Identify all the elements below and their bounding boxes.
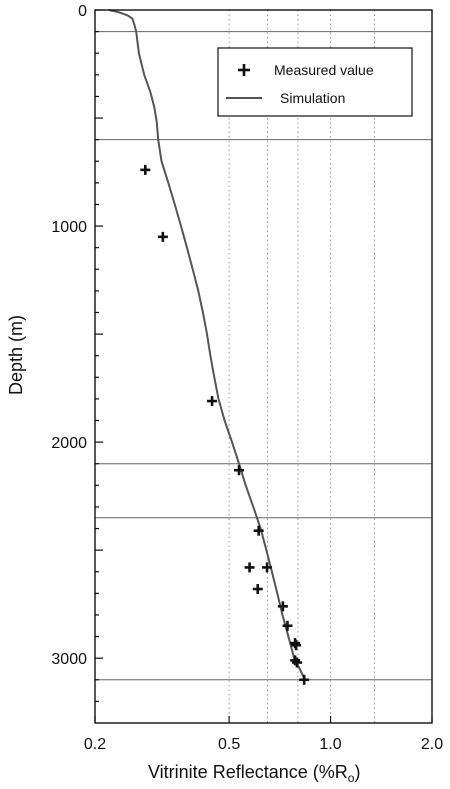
y-axis-ticks: 0 1000 2000 3000 (51, 3, 103, 702)
grid-layer (228, 10, 375, 723)
x-tick-label: 2.0 (421, 736, 443, 753)
legend-box (217, 47, 413, 117)
legend-label-simulation: Simulation (280, 90, 345, 106)
horizontal-lines-layer (95, 31, 432, 681)
measured-series (140, 164, 310, 685)
measured-point (290, 655, 301, 666)
x-axis-title-main: Vitrinite Reflectance (%R (148, 762, 348, 782)
measured-point (299, 674, 310, 685)
measured-point (253, 525, 264, 536)
x-axis-title-subscript: o (348, 771, 355, 785)
y-axis-title: Depth (m) (6, 315, 26, 395)
x-tick-label: 1.0 (319, 736, 341, 753)
y-tick-label: 2000 (51, 435, 87, 452)
legend-label-measured: Measured value (274, 62, 374, 78)
measured-point (157, 231, 168, 242)
measured-point (277, 601, 288, 612)
measured-point (252, 584, 263, 595)
measured-point (291, 657, 302, 668)
legend-marker-measured (238, 64, 250, 76)
y-tick-label: 3000 (51, 651, 87, 668)
measured-point (291, 640, 302, 651)
x-axis-title: Vitrinite Reflectance (%Ro) (148, 762, 360, 785)
x-axis-ticks: 0.2 0.5 1.0 2.0 (84, 716, 443, 753)
y-tick-label: 0 (78, 3, 87, 20)
plot-frame (94, 9, 433, 724)
y-tick-label: 1000 (51, 219, 87, 236)
measured-point (244, 562, 255, 573)
x-tick-label: 0.2 (84, 736, 106, 753)
x-tick-label: 0.5 (218, 736, 240, 753)
measured-point (140, 164, 151, 175)
x-axis-title-suffix: ) (354, 762, 360, 782)
measured-point (234, 465, 245, 476)
measured-point (282, 620, 293, 631)
measured-point (207, 396, 218, 407)
legend: Measured value Simulation (217, 47, 413, 117)
measured-point (262, 562, 273, 573)
